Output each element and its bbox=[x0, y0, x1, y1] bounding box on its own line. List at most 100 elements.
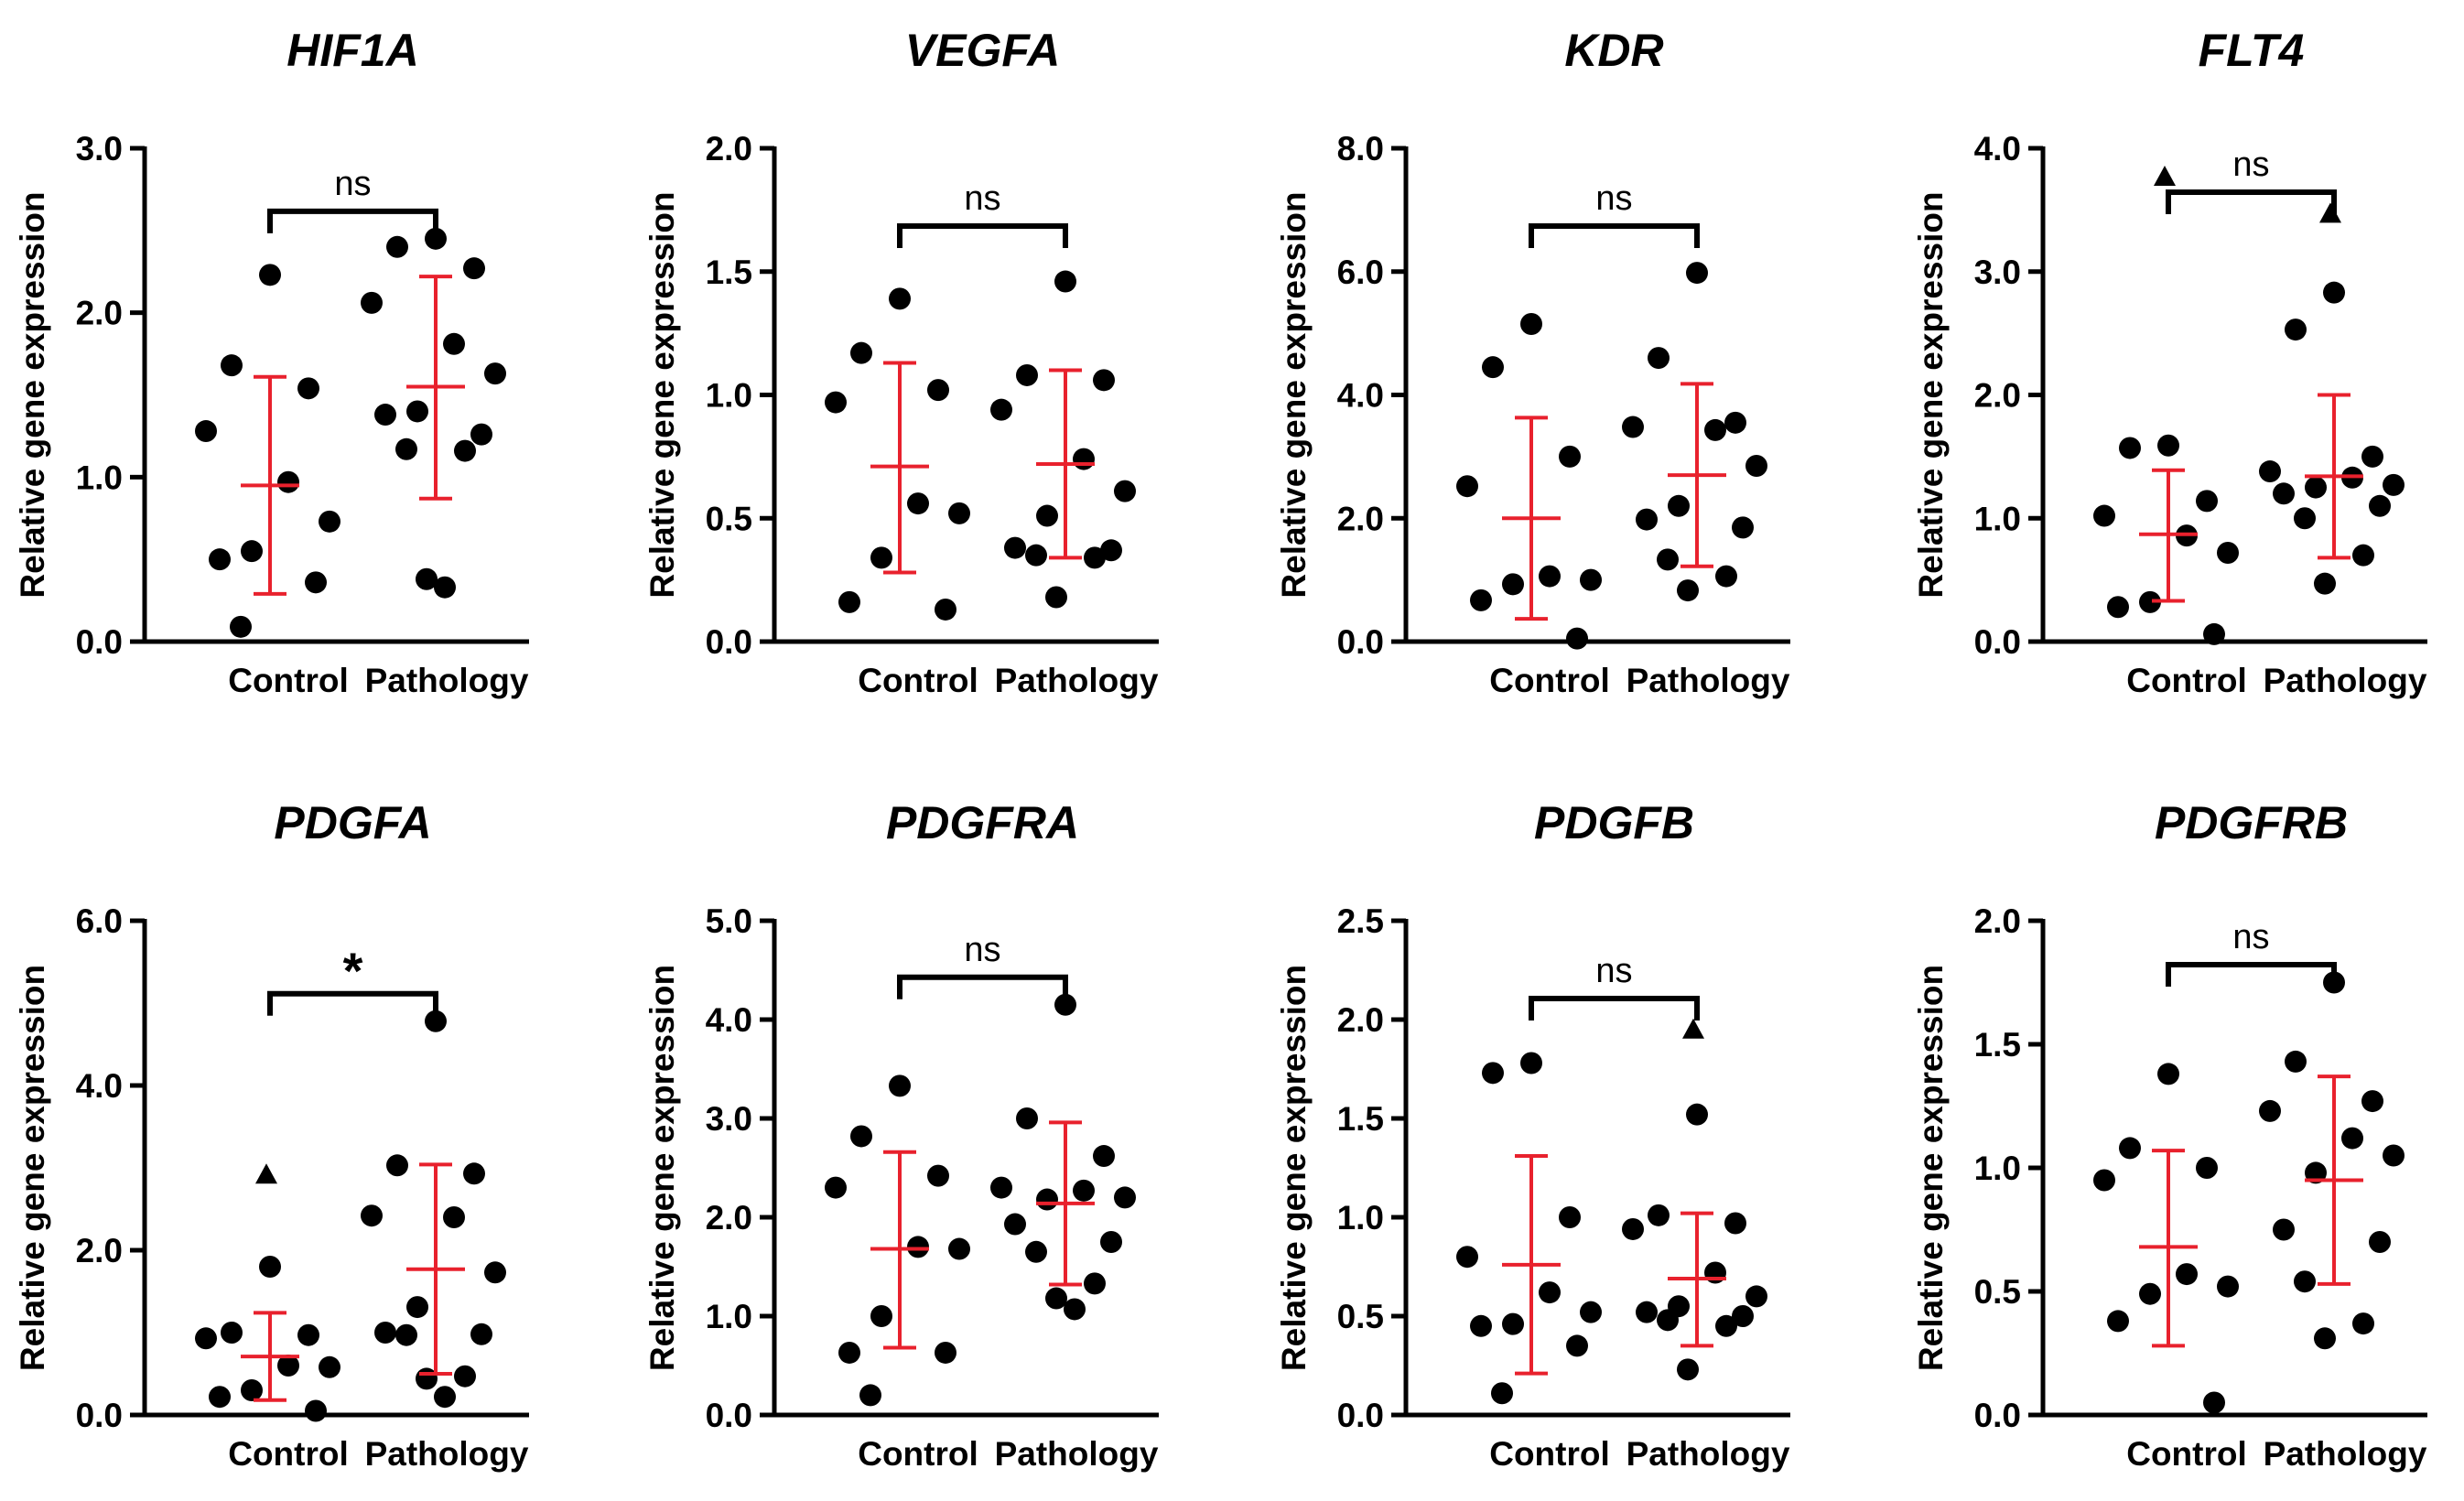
data-point bbox=[935, 1341, 956, 1364]
data-point bbox=[850, 341, 872, 364]
data-point bbox=[1677, 579, 1699, 602]
panel-title: PDGFRB bbox=[2155, 797, 2348, 848]
data-point bbox=[386, 235, 408, 258]
data-point bbox=[2119, 1137, 2141, 1160]
data-point bbox=[1470, 1314, 1492, 1337]
data-point bbox=[948, 1237, 970, 1260]
y-tick-label: 6.0 bbox=[1337, 254, 1384, 291]
data-point bbox=[1657, 548, 1679, 571]
data-point bbox=[1715, 1314, 1737, 1337]
y-tick-label: 2.0 bbox=[76, 1232, 123, 1269]
data-point bbox=[2323, 281, 2345, 304]
data-point bbox=[1073, 1179, 1095, 1202]
significance-label: ns bbox=[334, 165, 371, 203]
data-point bbox=[1668, 494, 1690, 517]
data-point bbox=[454, 1365, 476, 1388]
y-tick-label: 3.0 bbox=[76, 130, 123, 167]
data-point bbox=[2176, 1263, 2198, 1286]
data-point bbox=[1054, 270, 1076, 293]
data-point bbox=[1704, 418, 1726, 441]
data-point bbox=[361, 1204, 383, 1227]
y-axis-label: Relative gene expression bbox=[1912, 965, 1950, 1371]
data-point bbox=[374, 404, 396, 427]
y-tick-label: 0.0 bbox=[1974, 623, 2021, 661]
data-point bbox=[195, 420, 217, 443]
significance-bracket bbox=[897, 223, 1068, 248]
panel-title: PDGFRA bbox=[886, 797, 1079, 848]
data-point bbox=[1064, 1298, 1086, 1321]
data-point bbox=[2196, 490, 2218, 513]
data-point bbox=[406, 1296, 428, 1319]
data-point bbox=[907, 1236, 929, 1258]
data-point bbox=[2361, 445, 2383, 468]
data-point bbox=[1045, 1287, 1067, 1310]
data-point bbox=[434, 1386, 456, 1409]
data-point bbox=[1732, 1305, 1754, 1327]
panel-title: KDR bbox=[1564, 25, 1663, 76]
y-tick-label: 1.5 bbox=[1337, 1100, 1384, 1138]
y-tick-label: 2.0 bbox=[1974, 902, 2021, 940]
data-point bbox=[2294, 507, 2316, 530]
outlier-point bbox=[2319, 202, 2341, 223]
data-point bbox=[927, 379, 949, 402]
data-point bbox=[416, 567, 438, 590]
data-point bbox=[2157, 434, 2179, 457]
y-tick-label: 6.0 bbox=[76, 902, 123, 940]
x-category-label: Pathology bbox=[365, 1435, 529, 1473]
data-point bbox=[990, 398, 1012, 421]
data-point bbox=[1025, 544, 1047, 567]
outlier-point bbox=[1682, 1018, 1704, 1039]
data-point bbox=[1036, 1188, 1058, 1211]
data-point bbox=[2305, 476, 2327, 499]
y-tick-label: 1.0 bbox=[1974, 1150, 2021, 1187]
data-point bbox=[395, 437, 417, 460]
x-category-label: Pathology bbox=[1626, 1435, 1790, 1473]
y-tick-label: 2.0 bbox=[1337, 1001, 1384, 1039]
data-point bbox=[443, 332, 465, 355]
data-point bbox=[374, 1322, 396, 1344]
data-point bbox=[2314, 572, 2336, 595]
data-point bbox=[870, 1305, 892, 1327]
data-point bbox=[1016, 363, 1038, 386]
data-point bbox=[2361, 1090, 2383, 1113]
data-point bbox=[2323, 971, 2345, 994]
outlier-point bbox=[255, 1163, 277, 1184]
x-category-label: Control bbox=[228, 662, 349, 699]
data-point bbox=[927, 1164, 949, 1187]
data-point bbox=[2273, 482, 2295, 505]
significance-bracket bbox=[1529, 996, 1700, 1020]
data-point bbox=[990, 1176, 1012, 1199]
y-tick-label: 5.0 bbox=[706, 902, 752, 940]
data-point bbox=[1502, 1312, 1524, 1335]
data-point bbox=[361, 291, 383, 314]
data-point bbox=[209, 548, 231, 571]
data-point bbox=[2259, 460, 2281, 483]
data-point bbox=[2273, 1218, 2295, 1241]
data-point bbox=[1004, 536, 1026, 559]
data-point bbox=[1456, 1246, 1478, 1269]
data-point bbox=[1036, 504, 1058, 527]
data-point bbox=[1745, 1285, 1767, 1308]
y-tick-label: 1.5 bbox=[1974, 1026, 2021, 1064]
data-point bbox=[1636, 1301, 1658, 1323]
data-point bbox=[2285, 319, 2307, 341]
data-point bbox=[2107, 1310, 2129, 1333]
data-point bbox=[850, 1125, 872, 1148]
data-point bbox=[319, 510, 340, 533]
y-tick-label: 2.0 bbox=[1337, 500, 1384, 537]
data-point bbox=[2352, 544, 2374, 567]
data-point bbox=[230, 615, 252, 638]
x-category-label: Pathology bbox=[1626, 662, 1790, 699]
significance-bracket bbox=[267, 208, 438, 233]
data-point bbox=[2369, 494, 2391, 517]
significance-bracket bbox=[2166, 962, 2337, 987]
y-tick-label: 0.0 bbox=[1974, 1397, 2021, 1434]
data-point bbox=[1686, 1103, 1708, 1126]
data-point bbox=[2217, 541, 2239, 564]
data-point bbox=[1456, 475, 1478, 498]
y-tick-label: 0.0 bbox=[76, 623, 123, 661]
data-point bbox=[889, 1074, 911, 1097]
y-tick-label: 0.0 bbox=[1337, 1397, 1384, 1434]
data-point bbox=[1648, 1204, 1670, 1226]
